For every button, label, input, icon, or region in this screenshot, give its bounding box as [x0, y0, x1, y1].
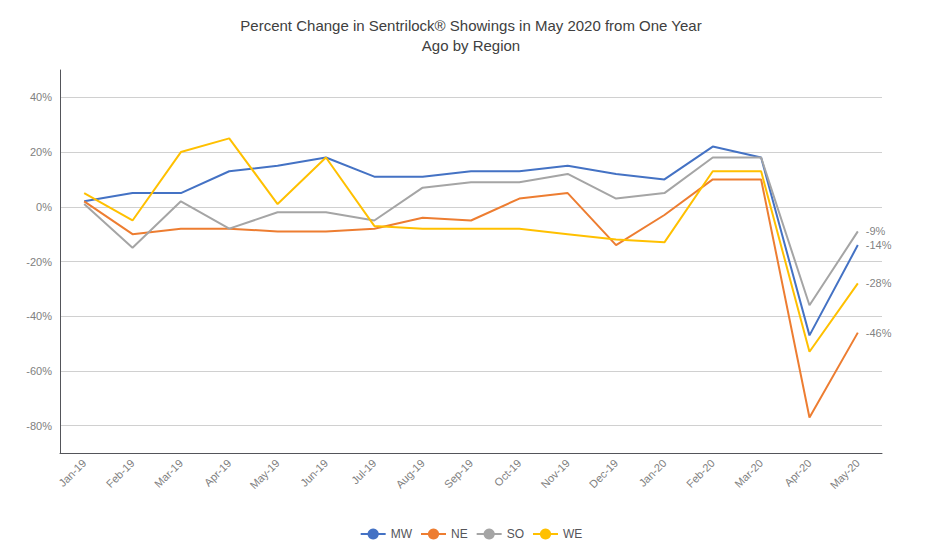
svg-text:Mar-20: Mar-20 [732, 457, 765, 490]
svg-text:Jan-19: Jan-19 [56, 457, 88, 489]
svg-text:Feb-19: Feb-19 [104, 457, 137, 490]
svg-text:-40%: -40% [26, 310, 52, 322]
svg-text:NE: NE [451, 527, 468, 541]
svg-text:SO: SO [507, 527, 524, 541]
svg-text:Mar-19: Mar-19 [152, 457, 185, 490]
svg-text:Aug-19: Aug-19 [393, 457, 427, 491]
svg-text:May-19: May-19 [247, 457, 281, 491]
svg-text:40%: 40% [30, 91, 52, 103]
svg-text:Apr-20: Apr-20 [782, 457, 814, 489]
svg-text:Nov-19: Nov-19 [538, 457, 572, 491]
svg-text:-20%: -20% [26, 256, 52, 268]
svg-text:Dec-19: Dec-19 [587, 457, 621, 491]
svg-text:WE: WE [563, 527, 582, 541]
svg-text:Apr-19: Apr-19 [202, 457, 234, 489]
svg-text:-14%: -14% [866, 239, 892, 251]
svg-text:Feb-20: Feb-20 [684, 457, 717, 490]
svg-text:Jan-20: Jan-20 [636, 457, 668, 489]
svg-text:-9%: -9% [866, 225, 886, 237]
svg-text:20%: 20% [30, 146, 52, 158]
svg-text:May-20: May-20 [828, 457, 862, 491]
svg-text:Ago by Region: Ago by Region [422, 37, 520, 54]
svg-text:0%: 0% [36, 201, 52, 213]
svg-text:-28%: -28% [866, 277, 892, 289]
svg-text:Jul-19: Jul-19 [349, 457, 379, 487]
svg-text:Percent Change in Sentrilock®: Percent Change in Sentrilock® Showings i… [240, 17, 701, 34]
svg-text:-80%: -80% [26, 420, 52, 432]
svg-text:-46%: -46% [866, 327, 892, 339]
svg-text:Oct-19: Oct-19 [492, 457, 524, 489]
svg-text:MW: MW [391, 527, 413, 541]
svg-text:-60%: -60% [26, 365, 52, 377]
svg-text:Jun-19: Jun-19 [298, 457, 330, 489]
svg-text:Sep-19: Sep-19 [442, 457, 476, 491]
